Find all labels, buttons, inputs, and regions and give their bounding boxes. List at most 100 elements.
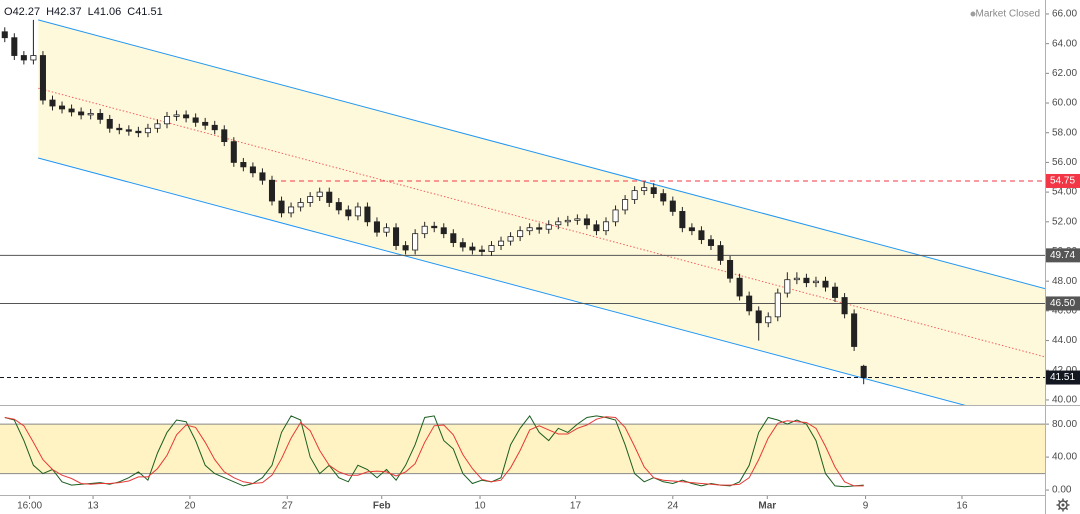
x-tick-label: 13 — [87, 501, 99, 512]
ohlc-header: O42.27 H42.37 L41.06 C41.51 — [4, 6, 163, 18]
y-tick-label: 52.00 — [1052, 216, 1077, 227]
market-status: Market Closed — [976, 9, 1040, 20]
candle-body — [536, 227, 543, 230]
candle-body — [364, 206, 371, 223]
candle-body — [78, 111, 85, 116]
x-tick-label: 10 — [474, 501, 486, 512]
candle-body — [240, 162, 247, 168]
price-level-label: 54.75 — [1050, 176, 1075, 187]
candle-body — [1, 31, 8, 39]
candle-body — [183, 114, 190, 119]
candle-body — [669, 200, 676, 212]
candle-body — [631, 190, 638, 200]
price-level-tag — [1046, 173, 1080, 188]
candle-body — [202, 121, 209, 126]
channel-fill — [38, 19, 1045, 405]
candle-body — [765, 316, 772, 324]
y-tick-label: 40.00 — [1052, 395, 1077, 406]
y-tick-label: 60.00 — [1052, 98, 1077, 109]
candle-body — [803, 277, 810, 284]
y-tick-label: 64.00 — [1052, 38, 1077, 49]
candle-body — [650, 187, 657, 194]
ohlc-value: 41.51 — [135, 6, 163, 18]
candle-body — [574, 218, 581, 221]
candle-body — [784, 279, 791, 294]
ohlc-label: H — [46, 6, 54, 18]
candle-body — [421, 225, 428, 235]
candle-body — [612, 209, 619, 223]
x-tick-label: Feb — [373, 501, 391, 512]
x-tick-label: 9 — [863, 501, 869, 512]
osc-y-tick-label: 80.00 — [1052, 419, 1077, 430]
candle-body — [316, 191, 323, 197]
candle-body — [478, 249, 485, 252]
candle-body — [326, 191, 333, 203]
candle-body — [268, 179, 276, 202]
status-dot — [970, 11, 976, 17]
candle-body — [450, 233, 457, 243]
candle-body — [746, 295, 753, 312]
candle-body — [832, 286, 839, 298]
candle-body — [144, 127, 151, 134]
candle-body — [278, 200, 285, 214]
candle-body — [402, 245, 409, 251]
candle-body — [812, 280, 819, 284]
candle-body — [851, 313, 858, 347]
candle-body — [459, 242, 466, 248]
candle-body — [393, 227, 400, 246]
x-tick-label: 16 — [956, 501, 968, 512]
oscillator-band — [0, 424, 1045, 474]
oscillator-pane — [0, 415, 1045, 488]
candle-body — [564, 219, 571, 223]
candle-body — [688, 227, 695, 232]
osc-y-tick-label: 40.00 — [1052, 452, 1077, 463]
candle-body — [68, 108, 75, 113]
settings-icon[interactable] — [1056, 498, 1070, 512]
y-tick-label: 62.00 — [1052, 68, 1077, 79]
candle-body — [221, 129, 228, 143]
candle-body — [116, 127, 123, 131]
candle-body — [498, 240, 505, 246]
candle-body — [545, 224, 552, 230]
axes: 40.0042.0044.0046.0048.0050.0052.0054.00… — [17, 9, 1080, 512]
candle-body — [860, 365, 867, 378]
candle-body — [583, 218, 590, 226]
candle-body — [469, 246, 476, 251]
candle-body — [412, 233, 419, 251]
candle-body — [288, 206, 295, 214]
candle-body — [622, 199, 629, 211]
candle-body — [211, 124, 218, 131]
channel-upper — [38, 19, 1045, 290]
y-tick-label: 58.00 — [1052, 127, 1077, 138]
candle-body — [517, 230, 524, 238]
candle-body — [602, 221, 610, 232]
price-pane — [0, 19, 1045, 405]
candle-body — [307, 196, 314, 203]
candle-body — [154, 123, 161, 129]
candle-body — [440, 227, 447, 235]
last-price-tag — [1046, 370, 1080, 385]
ohlc-label: L — [88, 6, 94, 18]
candle-body — [135, 130, 142, 134]
x-tick-label: 24 — [667, 501, 679, 512]
candle-body — [230, 141, 237, 163]
candle-body — [30, 55, 37, 61]
candle-body — [125, 129, 132, 132]
channel-lower — [38, 157, 966, 405]
candle-body — [11, 37, 18, 56]
y-tick-label: 42.00 — [1052, 365, 1077, 376]
candle-body — [641, 187, 648, 192]
candle-body — [39, 55, 46, 101]
candle-body — [488, 245, 495, 252]
candle-body — [59, 105, 66, 110]
price-level-label: 46.50 — [1050, 298, 1075, 309]
ohlc-value: 41.06 — [94, 6, 122, 18]
candle-body — [373, 221, 380, 233]
candle-body — [593, 224, 600, 232]
y-tick-label: 56.00 — [1052, 157, 1077, 168]
candle-body — [660, 193, 667, 202]
candle-body — [755, 310, 762, 324]
candle-body — [20, 55, 27, 61]
channel-middle — [38, 87, 1045, 358]
